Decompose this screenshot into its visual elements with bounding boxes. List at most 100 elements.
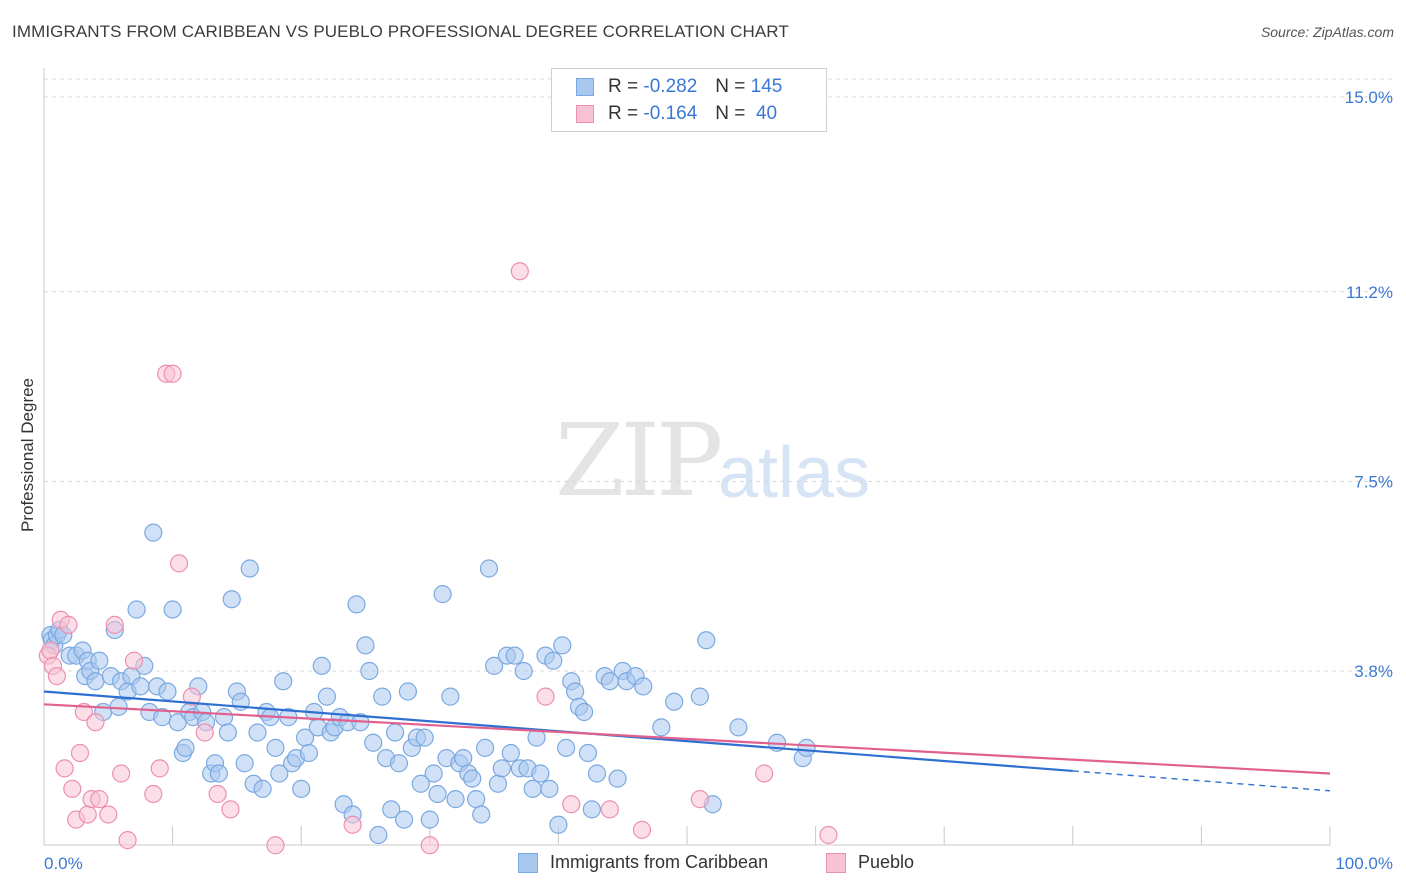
legend-r-label: R = <box>608 76 639 97</box>
pueblo-point <box>562 795 581 814</box>
caribbean-point <box>127 600 146 619</box>
caribbean-point <box>369 825 388 845</box>
caribbean-point <box>109 697 128 716</box>
caribbean-point <box>479 559 499 578</box>
pueblo-point <box>112 764 131 783</box>
caribbean-point <box>697 631 716 650</box>
caribbean-point <box>86 672 105 691</box>
pueblo-point <box>163 364 182 383</box>
caribbean-point <box>553 636 572 655</box>
caribbean-point <box>454 749 473 768</box>
pueblo-point <box>266 836 285 855</box>
caribbean-point <box>131 677 150 696</box>
caribbean-point <box>652 718 671 737</box>
caribbean-point <box>428 784 447 804</box>
legend-n-label: N = <box>715 103 746 124</box>
caribbean-point <box>274 672 293 691</box>
caribbean-point <box>347 595 366 614</box>
caribbean-point <box>463 769 482 788</box>
caribbean-point <box>317 687 337 706</box>
caribbean-point <box>214 708 234 727</box>
caribbean-point <box>411 774 430 793</box>
caribbean-point <box>270 764 289 783</box>
caribbean-point <box>385 723 405 742</box>
pueblo-point <box>118 831 137 850</box>
pueblo-point <box>105 615 124 634</box>
caribbean-point <box>501 743 520 763</box>
pueblo-point <box>169 554 189 573</box>
pueblo-point <box>420 836 439 855</box>
caribbean-point <box>557 738 576 757</box>
caribbean-point <box>582 800 601 819</box>
caribbean-point <box>299 743 319 763</box>
caribbean-point <box>222 590 241 609</box>
pueblo-trend-line <box>43 703 1331 775</box>
stats-legend: R = -0.282 N = 145 R = -0.164 N = 40 <box>551 68 827 132</box>
caribbean-point <box>544 651 563 670</box>
pueblo-point <box>90 790 109 809</box>
bottom-legend-caribbean: Immigrants from Caribbean <box>518 852 768 873</box>
caribbean-point <box>531 764 550 783</box>
bottom-legend-label-pueblo: Pueblo <box>858 852 915 872</box>
pueblo-point <box>63 779 82 798</box>
pueblo-point <box>208 784 227 804</box>
y-axis-label: Professional Degree <box>18 377 37 533</box>
chart-title: IMMIGRANTS FROM CARIBBEAN VS PUEBLO PROF… <box>12 22 789 41</box>
caribbean-point <box>485 656 504 675</box>
pueblo-point <box>124 651 144 670</box>
bottom-legend-swatch-pueblo <box>826 852 846 873</box>
caribbean-point <box>475 738 495 757</box>
pueblo-point <box>70 743 90 763</box>
caribbean-point <box>433 585 452 604</box>
pueblo-point <box>55 759 74 778</box>
legend-n-label: N = <box>715 76 746 97</box>
caribbean-point <box>729 718 748 737</box>
pueblo-point <box>99 805 118 824</box>
legend-r-value: -0.282 <box>643 76 698 97</box>
bottom-legend-pueblo: Pueblo <box>826 852 914 873</box>
pueblo-point <box>78 805 97 824</box>
caribbean-point <box>424 764 443 783</box>
caribbean-point <box>505 646 524 665</box>
caribbean-point <box>209 764 228 783</box>
pueblo-point <box>755 764 774 783</box>
caribbean-point <box>540 779 559 798</box>
pueblo-point <box>182 687 201 706</box>
caribbean-point <box>415 728 434 747</box>
caribbean-point <box>144 523 163 542</box>
pueblo-point <box>47 667 66 686</box>
pueblo-point <box>86 713 105 732</box>
pueblo-point <box>59 615 78 634</box>
legend-r-label: R = <box>608 103 639 124</box>
pueblo-point <box>536 687 555 706</box>
pueblo-point <box>195 723 214 742</box>
legend-n-value: 40 <box>755 103 778 124</box>
pueblo-point <box>41 641 60 660</box>
pueblo-point <box>150 759 169 778</box>
pueblo-point <box>510 262 529 281</box>
pueblo-point <box>600 800 619 819</box>
caribbean-point <box>360 661 379 681</box>
caribbean-point <box>665 692 684 711</box>
pueblo-point <box>690 790 709 809</box>
caribbean-point <box>163 600 182 619</box>
caribbean-point <box>549 815 568 834</box>
caribbean-point <box>266 738 285 757</box>
caribbean-point <box>158 682 177 701</box>
caribbean-point <box>364 733 383 752</box>
bottom-legend-swatch-caribbean <box>518 852 538 873</box>
pueblo-point <box>819 825 838 845</box>
caribbean-point <box>797 738 816 757</box>
caribbean-point <box>578 743 598 763</box>
caribbean-point <box>292 779 311 798</box>
bottom-legend-label-caribbean: Immigrants from Caribbean <box>550 852 769 872</box>
caribbean-point <box>608 769 627 788</box>
caribbean-point <box>466 790 486 809</box>
caribbean-point <box>514 661 533 681</box>
caribbean-point <box>492 759 511 778</box>
caribbean-point <box>634 677 653 696</box>
caribbean-point <box>587 764 607 783</box>
legend-n-value: 145 <box>750 76 783 97</box>
caribbean-point <box>389 754 409 773</box>
